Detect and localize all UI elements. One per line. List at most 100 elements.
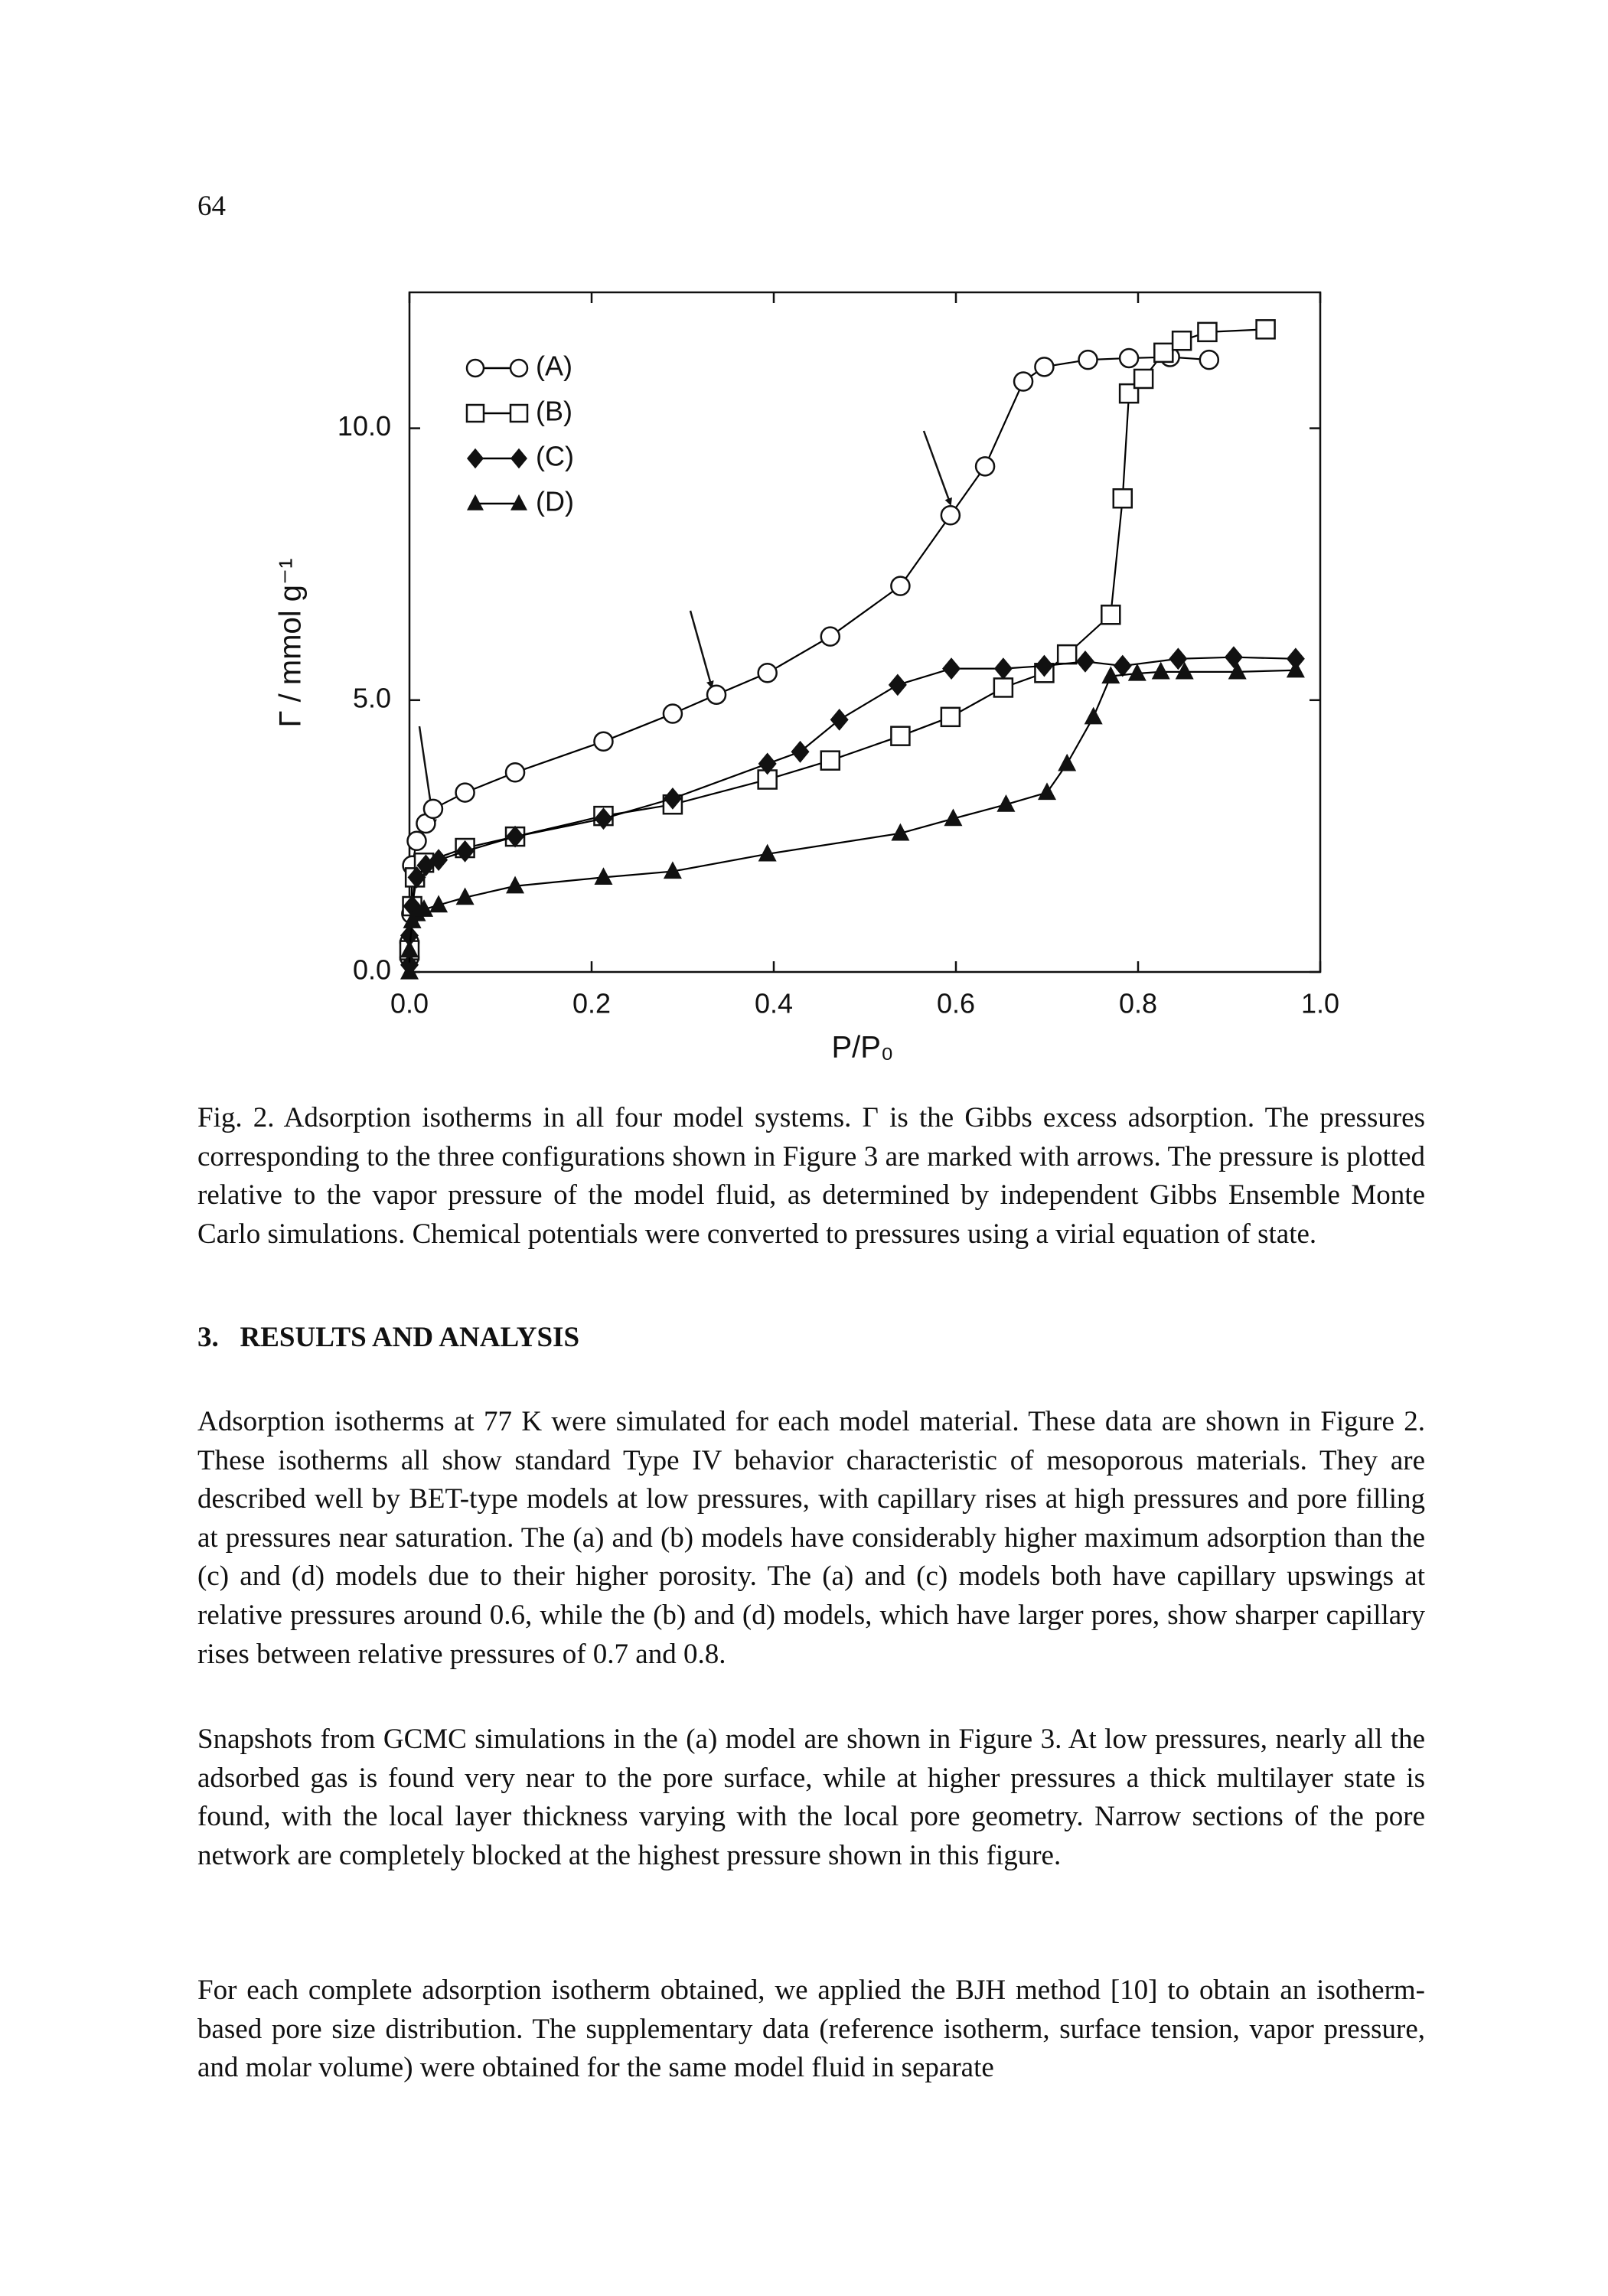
marker [1058,753,1077,771]
y-axis-label: Γ / mmol g⁻¹ [274,559,308,728]
marker [1286,660,1305,678]
marker [1197,321,1218,343]
marker [891,823,910,841]
marker [757,769,778,790]
marker [1034,357,1055,377]
legend-label: (C) [536,441,574,472]
marker [944,808,963,827]
marker [663,861,682,879]
marker [455,840,475,863]
marker [429,849,448,872]
marker [758,752,777,775]
legend-marker [467,494,484,510]
marker [594,867,613,885]
marker [455,887,475,905]
x-tick-label: 0.8 [1119,988,1157,1019]
marker [940,505,961,526]
marker [594,807,613,830]
paragraph: For each complete adsorption isotherm ob… [197,1975,1425,2084]
legend-label: (B) [536,396,572,427]
legend-marker [510,494,527,510]
page-number: 64 [197,191,226,222]
marker [407,866,426,889]
legend-marker [509,403,529,423]
arrow [689,610,714,689]
marker [1127,663,1146,681]
marker [1113,654,1132,677]
series-line [408,669,1296,972]
marker [1151,661,1170,680]
marker [1224,646,1243,669]
marker [1133,368,1154,390]
marker [455,782,475,803]
marker [593,731,614,752]
marker [422,798,444,820]
marker [1038,782,1056,801]
x-tick-label: 1.0 [1301,988,1339,1019]
x-tick-label: 0.6 [937,988,975,1019]
legend-marker [509,358,529,378]
marker [1171,330,1192,351]
marker [1228,661,1247,680]
legend-label: (D) [536,486,574,517]
marker [663,787,682,810]
marker [706,684,727,705]
plot-frame [408,291,1322,974]
marker [993,677,1014,698]
series-line [408,656,1296,965]
marker [757,663,778,683]
marker [1078,349,1098,370]
marker [888,673,907,696]
x-axis-label: P/P₀ [831,1031,893,1065]
legend-marker [467,448,484,469]
marker [506,876,525,894]
marker [400,961,419,980]
marker [1169,647,1188,670]
legend-label: (A) [536,351,572,382]
marker [996,794,1016,812]
marker [890,726,911,746]
y-tick-label: 10.0 [338,410,391,442]
marker [1118,383,1140,404]
figure-caption: Fig. 2. Adsorption isotherms in all four… [197,1102,1425,1250]
marker [403,895,422,918]
marker [1056,644,1078,665]
marker [758,843,777,862]
marker [400,940,419,958]
marker [504,762,526,783]
marker [940,706,961,728]
marker [1075,650,1094,673]
marker [1101,666,1120,684]
x-tick-label: 0.4 [755,988,793,1019]
y-tick-label: 0.0 [353,954,391,986]
y-tick-label: 5.0 [353,682,391,713]
marker [791,740,810,763]
marker [820,626,841,647]
marker [1255,319,1276,340]
x-tick-label: 0.2 [572,988,611,1019]
marker [1084,706,1103,725]
x-tick-label: 0.0 [390,988,429,1019]
marker [820,750,841,771]
chart: P/P₀ Γ / mmol g⁻¹ 0.0 0.2 0.4 0.6 0.8 1.0 0.0 5… [274,291,1339,1065]
marker [415,899,434,917]
legend-marker [465,403,485,423]
marker [1286,647,1305,670]
marker [1175,661,1194,680]
marker [416,854,435,877]
marker [1013,371,1034,392]
marker [993,657,1013,680]
marker [890,576,911,596]
arrow [922,430,952,506]
section-heading: 3. RESULTS AND ANALYSIS [197,1322,580,1353]
marker [1153,342,1174,364]
marker [942,657,961,680]
marker [830,708,849,731]
paragraph: Adsorption isotherms at 77 K were simula… [197,1406,1425,1670]
marker [1101,605,1121,625]
marker [506,825,525,848]
marker [1035,654,1054,677]
marker [1199,349,1220,370]
legend-marker [510,448,527,469]
